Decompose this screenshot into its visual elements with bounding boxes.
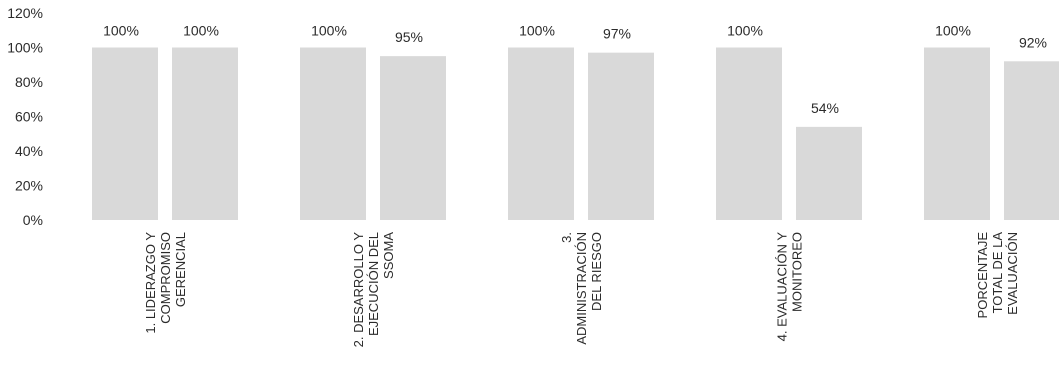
data-label: 100%: [103, 23, 139, 39]
data-label: 54%: [811, 100, 839, 116]
x-category-label: 4. EVALUACIÓN Y MONITOREO: [775, 232, 805, 342]
y-tick-label: 120%: [7, 5, 43, 21]
x-category-line: EVALUACIÓN: [1005, 232, 1020, 315]
x-axis-categories: 1. LIDERAZGO Y COMPROMISO GERENCIAL 2. DESA…: [143, 232, 1020, 348]
x-category-line: TOTAL DE LA: [990, 232, 1005, 314]
bar: [92, 47, 158, 220]
x-category-line: 3.: [559, 232, 574, 243]
x-category-label: 2. DESARROLLO Y EJECUCIÓN DEL SSOMA: [351, 232, 396, 348]
x-category-line: COMPROMISO: [158, 232, 173, 324]
y-tick-label: 0%: [23, 212, 43, 228]
bar: [1004, 61, 1059, 220]
y-tick-label: 60%: [15, 109, 43, 125]
data-label: 92%: [1019, 34, 1047, 50]
x-category-label: 3. ADMINISTRACIÓN DEL RIESGO: [559, 232, 604, 345]
bars: [92, 47, 1059, 220]
x-category-line: ADMINISTRACIÓN: [574, 232, 589, 345]
y-tick-label: 20%: [15, 178, 43, 194]
x-category-line: SSOMA: [381, 232, 396, 279]
x-category-label: 1. LIDERAZGO Y COMPROMISO GERENCIAL: [143, 232, 188, 334]
x-category-line: PORCENTAJE: [975, 232, 990, 319]
x-category-line: 4. EVALUACIÓN Y: [775, 232, 790, 342]
data-label: 95%: [395, 29, 423, 45]
bar: [796, 126, 862, 220]
y-tick-label: 80%: [15, 74, 43, 90]
x-category-label: PORCENTAJE TOTAL DE LA EVALUACIÓN: [975, 232, 1020, 319]
x-category-line: GERENCIAL: [173, 232, 188, 307]
x-category-line: EJECUCIÓN DEL: [366, 232, 381, 336]
bar: [172, 47, 238, 220]
y-tick-label: 40%: [15, 143, 43, 159]
data-label: 100%: [311, 23, 347, 39]
data-label: 100%: [935, 23, 971, 39]
x-category-line: DEL RIESGO: [589, 232, 604, 311]
x-category-line: 1. LIDERAZGO Y: [143, 232, 158, 334]
x-category-line: MONITOREO: [790, 232, 805, 312]
y-tick-label: 100%: [7, 40, 43, 56]
bar: [924, 47, 990, 220]
bar: [380, 56, 446, 220]
x-category-line: 2. DESARROLLO Y: [351, 232, 366, 348]
y-axis: 0% 20% 40% 60% 80% 100% 120%: [7, 5, 43, 228]
bar: [716, 47, 782, 220]
data-label: 97%: [603, 26, 631, 42]
data-label: 100%: [183, 23, 219, 39]
bar: [300, 47, 366, 220]
bar: [508, 47, 574, 220]
bar: [588, 52, 654, 220]
data-labels: 100% 100% 100% 100% 100% 100% 95% 97% 54% 92%: [103, 23, 1047, 116]
data-label: 100%: [727, 23, 763, 39]
data-label: 100%: [519, 23, 555, 39]
